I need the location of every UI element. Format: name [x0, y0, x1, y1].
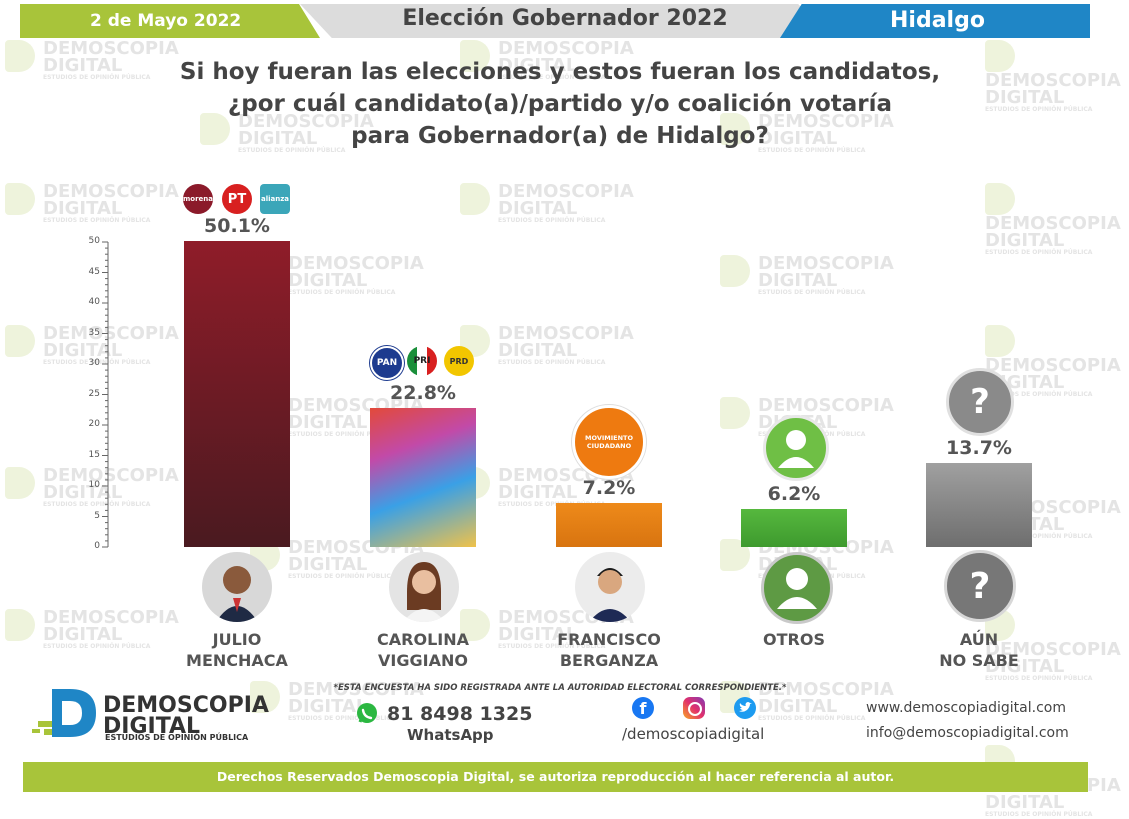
- watermark-logo-icon: [720, 397, 750, 429]
- y-tick-label-2: 10: [88, 480, 100, 490]
- watermark-6: DEMOSCOPIA DIGITAL ESTUDIOS DE OPINIÓN PÚB…: [460, 183, 634, 225]
- candidate-name-2: FRANCISCO BERGANZA: [557, 630, 661, 670]
- avatar-carolina-viggiano: [389, 552, 459, 622]
- bar-1: [370, 407, 476, 547]
- y-tick-label-7: 35: [88, 327, 100, 338]
- registration-note: *ESTA ENCUESTA HA SIDO REGISTRADA ANTE L…: [333, 683, 787, 693]
- watermark-logo-icon: [985, 325, 1015, 357]
- candidate-name-0: JULIO MENCHACA: [186, 630, 288, 670]
- state-label: Hidalgo: [890, 8, 985, 33]
- facebook-icon[interactable]: f: [632, 697, 654, 719]
- y-tick-label-4: 20: [88, 419, 100, 429]
- footer-bar: Derechos Reservados Demoscopia Digital, …: [23, 762, 1088, 792]
- watermark-9: DEMOSCOPIA DIGITAL ESTUDIOS DE OPINIÓN PÚB…: [720, 255, 894, 297]
- watermark-logo-icon: [5, 40, 35, 72]
- website-link[interactable]: www.demoscopiadigital.com: [866, 700, 1066, 716]
- y-tick-label-3: 15: [88, 449, 100, 460]
- pt-logo: PT: [222, 184, 252, 214]
- y-tick-label-1: 5: [94, 510, 100, 521]
- watermark-11: DEMOSCOPIA DIGITAL ESTUDIOS DE OPINIÓN PÚB…: [460, 325, 634, 367]
- candidate-name-4: AÚN NO SABE: [939, 630, 1019, 670]
- instagram-icon[interactable]: [683, 697, 705, 719]
- watermark-logo-icon: [5, 183, 35, 215]
- value-label-0: 50.1%: [204, 215, 270, 238]
- pri-logo: PRI: [407, 346, 437, 376]
- avatar-francisco-berganza: [575, 552, 645, 622]
- brand-subtitle: ESTUDIOS DE OPINIÓN PÚBLICA: [105, 733, 249, 742]
- pan-logo: PAN: [370, 346, 404, 380]
- watermark-logo-icon: [720, 255, 750, 287]
- otros-person-icon-top: [763, 415, 829, 481]
- state-banner: Hidalgo: [780, 4, 1090, 38]
- nueva-alianza-logo: alianza: [260, 184, 290, 214]
- y-tick-label-6: 30: [88, 358, 100, 368]
- y-tick-label-10: 50: [88, 236, 100, 246]
- whatsapp-icon: [357, 703, 377, 723]
- brand-name: DEMOSCOPIA DIGITAL: [103, 693, 269, 739]
- watermark-logo-icon: [460, 183, 490, 215]
- whatsapp-label: WhatsApp: [407, 726, 494, 744]
- movimiento-ciudadano-logo: MOVIMIENTO CIUDADANO: [572, 405, 646, 479]
- watermark-5: DEMOSCOPIA DIGITAL ESTUDIOS DE OPINIÓN PÚB…: [5, 183, 179, 225]
- watermark-20: DEMOSCOPIA DIGITAL ESTUDIOS DE OPINIÓN PÚB…: [5, 609, 179, 651]
- twitter-icon[interactable]: [734, 697, 756, 719]
- watermark-logo-icon: [5, 609, 35, 641]
- page-title: Elección Gobernador 2022: [402, 6, 728, 31]
- watermark-logo-icon: [5, 467, 35, 499]
- bar-0: [184, 241, 290, 547]
- question-mark-icon-bottom: ?: [944, 550, 1016, 622]
- date-label: 2 de Mayo 2022: [90, 11, 242, 31]
- candidate-name-1: CAROLINA VIGGIANO: [377, 630, 469, 670]
- question-line-3: para Gobernador(a) de Hidalgo?: [351, 123, 769, 149]
- bar-2: [556, 503, 662, 547]
- social-handle[interactable]: /demoscopiadigital: [622, 725, 765, 743]
- demoscopia-logo-icon: [32, 689, 96, 737]
- title-banner: [300, 4, 830, 38]
- email-link[interactable]: info@demoscopiadigital.com: [866, 725, 1069, 741]
- watermark-logo-icon: [5, 325, 35, 357]
- watermark-2: DEMOSCOPIA DIGITAL ESTUDIOS DE OPINIÓN PÚB…: [985, 40, 1129, 114]
- value-label-3: 6.2%: [767, 483, 821, 506]
- bar-4: [926, 463, 1032, 547]
- question-mark-icon-top: ?: [946, 368, 1014, 436]
- candidate-name-3: OTROS: [763, 630, 825, 649]
- y-tick-label-0: 0: [94, 541, 100, 551]
- y-tick-label-8: 40: [88, 297, 100, 307]
- question-line-2: ¿por cuál candidato(a)/partido y/o coali…: [227, 91, 893, 117]
- watermark-7: DEMOSCOPIA DIGITAL ESTUDIOS DE OPINIÓN PÚB…: [985, 183, 1129, 257]
- bar-3: [741, 509, 847, 547]
- y-tick-label-9: 45: [88, 266, 100, 277]
- survey-question: Si hoy fueran las elecciones y estos fue…: [130, 56, 990, 152]
- y-axis-lines: [102, 241, 109, 548]
- prd-logo: PRD: [444, 346, 474, 376]
- date-banner: 2 de Mayo 2022: [20, 4, 320, 38]
- avatar-julio-menchaca: [202, 552, 272, 622]
- value-label-1: 22.8%: [390, 381, 456, 404]
- value-label-4: 13.7%: [946, 437, 1012, 460]
- rights-text: Derechos Reservados Demoscopia Digital, …: [216, 769, 895, 784]
- watermark-logo-icon: [985, 183, 1015, 215]
- otros-person-icon-bottom: [761, 552, 833, 624]
- y-axis: 0 5 10 15 20 25 30 35 40 45 50: [89, 236, 110, 551]
- phone-number[interactable]: 81 8498 1325: [387, 703, 533, 725]
- y-tick-label-5: 25: [88, 388, 100, 399]
- question-line-1: Si hoy fueran las elecciones y estos fue…: [179, 59, 941, 85]
- value-label-2: 7.2%: [582, 477, 636, 500]
- morena-logo: morena: [183, 184, 213, 214]
